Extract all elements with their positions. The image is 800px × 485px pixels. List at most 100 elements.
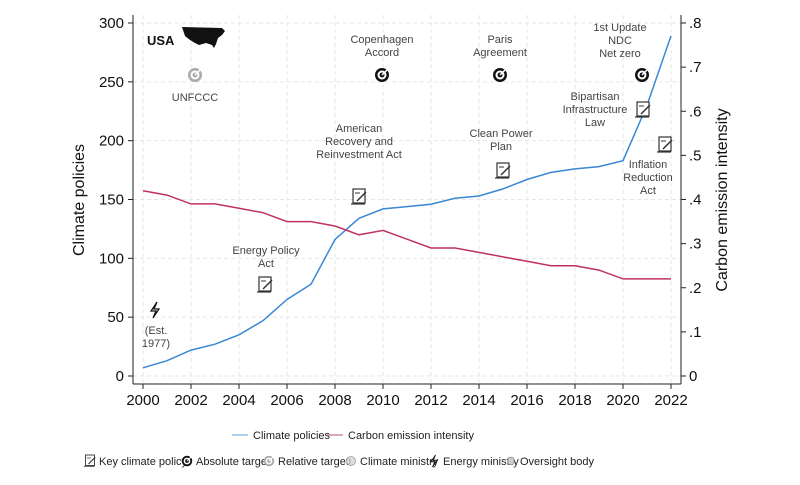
absolute-target-icon (493, 68, 507, 82)
absolute-target-icon (375, 68, 389, 82)
y-tick-label: 200 (99, 133, 124, 150)
doc (659, 137, 671, 151)
y-tick-label: 50 (107, 309, 124, 326)
y-right-tick-label: .3 (689, 236, 702, 253)
x-tick-label: 2000 (126, 392, 159, 409)
usa-map-icon (182, 27, 225, 48)
doc (259, 277, 271, 291)
annotation-label: Infrastructure (563, 104, 628, 116)
annotation-label: Law (585, 117, 605, 129)
series-line-carbon-intensity (143, 191, 671, 279)
grid (133, 15, 681, 384)
annotation-label: Energy Policy (232, 245, 300, 257)
annotation-label: UNFCCC (172, 92, 218, 104)
y-axis-label: Climate policies (71, 144, 88, 256)
annotation-label: 1st Update (593, 22, 646, 34)
icon-legend: Key climate policy Absolute target Relativ… (84, 455, 594, 468)
annotation-label: Act (258, 258, 274, 270)
x-tick-label: 2008 (318, 392, 351, 409)
key-climate-policy-icon (84, 455, 95, 466)
annotation-label: Clean Power (470, 128, 533, 140)
annotation-label: Inflation (629, 159, 668, 171)
annotation-label: American (336, 123, 382, 135)
annotation-energy: (Est.1977) (142, 302, 170, 350)
annotation-label: Reduction (623, 172, 673, 184)
icon-legend-label: Key climate policy (99, 456, 188, 468)
y-right-tick-label: .4 (689, 192, 702, 209)
doc (497, 163, 509, 177)
annotation-unfccc: UNFCCC (172, 68, 218, 104)
x-tick-label: 2014 (462, 392, 495, 409)
legend-label-carbon-intensity: Carbon emission intensity (348, 430, 474, 442)
annotation-label: Copenhagen (350, 34, 413, 46)
annotation-label: Recovery and (325, 136, 393, 148)
annotation-label: Net zero (599, 48, 641, 60)
annotation-label: Bipartisan (571, 91, 620, 103)
x-tick-label: 2020 (606, 392, 639, 409)
bolt (151, 302, 159, 318)
doc (86, 455, 95, 466)
icon-legend-label: Absolute target (196, 456, 270, 468)
legend-label-climate-policies: Climate policies (253, 430, 331, 442)
icon-legend-item: Key climate policy (84, 455, 188, 468)
icon-legend-item: Absolute target (182, 456, 270, 468)
country-badge: USA (147, 27, 225, 48)
key-climate-policy-icon (635, 102, 650, 117)
icon-legend-item: Energy ministry (431, 455, 519, 468)
annotation-label: Act (640, 185, 656, 197)
y-tick-label: 100 (99, 250, 124, 267)
annotation-label: Reinvestment Act (316, 149, 402, 161)
x-tick-label: 2018 (558, 392, 591, 409)
climate-ministry-icon (347, 457, 356, 466)
y-axis-right-label: Carbon emission intensity (714, 108, 731, 291)
y-tick-label: 250 (99, 74, 124, 91)
y-right-tick-label: .1 (689, 324, 702, 341)
annotation-label: Paris (487, 34, 513, 46)
icon-legend-item: Climate ministry (347, 456, 439, 468)
y-right-tick-label: .6 (689, 103, 702, 120)
x-tick-label: 2002 (174, 392, 207, 409)
relative-target-icon (188, 68, 202, 82)
y-tick-label: 0 (116, 368, 124, 385)
x-tick-label: 2004 (222, 392, 255, 409)
icon-legend-item: Oversight body (508, 456, 594, 468)
x-tick-label: 2010 (366, 392, 399, 409)
y-tick-label: 300 (99, 15, 124, 32)
icon-legend-item: Relative target (264, 456, 349, 468)
doc (637, 102, 649, 116)
key-climate-policy-icon (495, 163, 510, 178)
oversight-body-icon (508, 457, 514, 465)
y-right-tick-label: 0 (689, 368, 697, 385)
x-tick-label: 2022 (654, 392, 687, 409)
globe (347, 457, 356, 466)
y-right-tick-label: .8 (689, 15, 702, 32)
annotation-label: Agreement (473, 47, 527, 59)
y-right-tick-label: .7 (689, 59, 702, 76)
icon-legend-label: Oversight body (520, 456, 594, 468)
key-climate-policy-icon (351, 189, 366, 204)
relative-target-icon (264, 456, 275, 467)
country-label: USA (147, 33, 175, 48)
annotation-label: Plan (490, 141, 512, 153)
annotation-label: 1977) (142, 338, 170, 350)
x-tick-label: 2016 (510, 392, 543, 409)
x-tick-label: 2006 (270, 392, 303, 409)
icon-legend-label: Relative target (278, 456, 349, 468)
absolute-target-icon (635, 68, 649, 82)
series-line-climate-policies (143, 36, 671, 368)
x-tick-label: 2012 (414, 392, 447, 409)
y-tick-label: 150 (99, 192, 124, 209)
key-climate-policy-icon (657, 137, 672, 152)
y-right-tick-label: .5 (689, 147, 702, 164)
key-climate-policy-icon (257, 277, 272, 292)
absolute-target-icon (182, 456, 193, 467)
icon-legend-label: Climate ministry (360, 456, 439, 468)
